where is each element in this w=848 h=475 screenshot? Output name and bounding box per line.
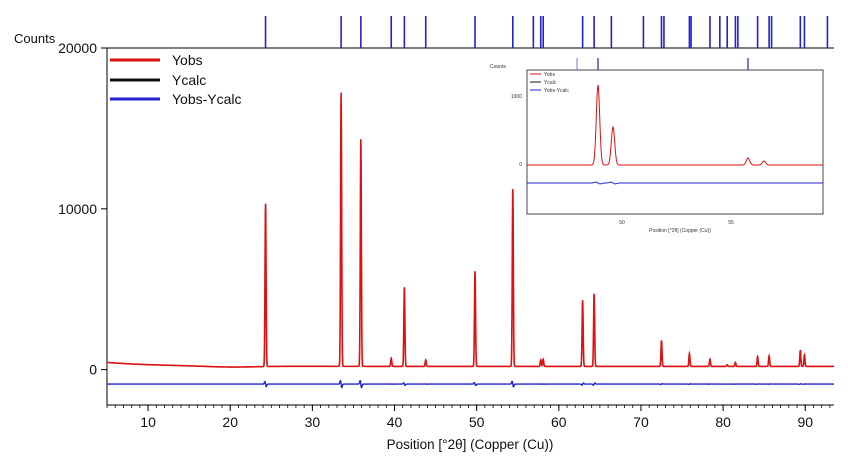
line-yobs (106, 92, 834, 368)
peak-point (757, 356, 759, 358)
y-tick-label: 20000 (58, 40, 97, 56)
peak-point (688, 352, 691, 355)
y-axis-label: Counts (14, 31, 56, 46)
inset-legend-yobs-ycalc: Yobs-Ycalc (544, 88, 569, 94)
inset-legend-ycalc: Ycalc (544, 80, 557, 86)
peak-point (264, 203, 267, 205)
series-yobs-ycalc (107, 379, 834, 389)
x-axis-label: Position [°2θ] (Copper (Cu)) (387, 437, 554, 452)
y-tick-label: 0 (89, 362, 97, 378)
x-tick-label: 40 (387, 414, 403, 430)
x-tick-label: 60 (551, 414, 567, 430)
peak-point (582, 299, 584, 302)
peak-point (390, 357, 392, 359)
legend-label-ycalc: Ycalc (172, 72, 206, 88)
inset-series-yobs (527, 84, 823, 166)
peak-point (799, 349, 801, 351)
x-tick-label: 10 (140, 414, 156, 430)
x-tick-label: 50 (469, 414, 485, 430)
peak-point (593, 293, 595, 295)
x-tick-label: 90 (797, 414, 813, 430)
inset-frame (526, 69, 824, 215)
peak-point (726, 364, 728, 366)
peak-point (768, 355, 770, 357)
line-yobs-ycalc (107, 379, 834, 389)
peak-point (734, 361, 737, 363)
peak-point (403, 287, 405, 289)
inset-x-axis-label: Position [°2θ] (Copper (Cu)) (649, 228, 711, 234)
x-tick-label: 80 (715, 414, 731, 430)
legend-label-yobs: Yobs (172, 52, 203, 68)
legend: Yobs Ycalc Yobs-Ycalc (110, 52, 242, 107)
peak-point (425, 359, 427, 361)
x-tick-label: 30 (305, 414, 321, 430)
peak-point (660, 340, 663, 342)
peak-point (709, 358, 711, 360)
x-ticks: 10 20 30 40 50 60 70 80 90 (106, 405, 831, 430)
inset-y-axis-label: Counts (490, 64, 506, 70)
inset-legend-yobs: Yobs (544, 72, 555, 78)
legend-label-yobs-ycalc: Yobs-Ycalc (172, 91, 242, 107)
peak-point (540, 359, 542, 361)
inset-ytick-0: 0 (519, 162, 522, 168)
inset-series-yobs-ycalc (527, 181, 823, 185)
inset-zoom-plot: Counts 1000 0 Yobs Ycalc Yobs-Ycalc 50 5… (490, 58, 824, 234)
peak-point (803, 354, 806, 356)
inset-xtick-55: 55 (728, 220, 734, 226)
reflection-marker-strip (107, 16, 834, 49)
peak-point (512, 188, 514, 191)
series-yobs (106, 92, 834, 368)
inset-ytick-1000: 1000 (511, 94, 522, 100)
peak-point (474, 270, 476, 273)
peak-point (360, 139, 362, 141)
x-tick-label: 70 (633, 414, 649, 430)
inset-xtick-50: 50 (619, 220, 625, 226)
peak-point (542, 358, 544, 360)
x-tick-label: 20 (222, 414, 238, 430)
y-ticks: 0 10000 20000 (58, 40, 107, 378)
y-tick-label: 10000 (58, 201, 97, 217)
peak-point (340, 92, 342, 94)
